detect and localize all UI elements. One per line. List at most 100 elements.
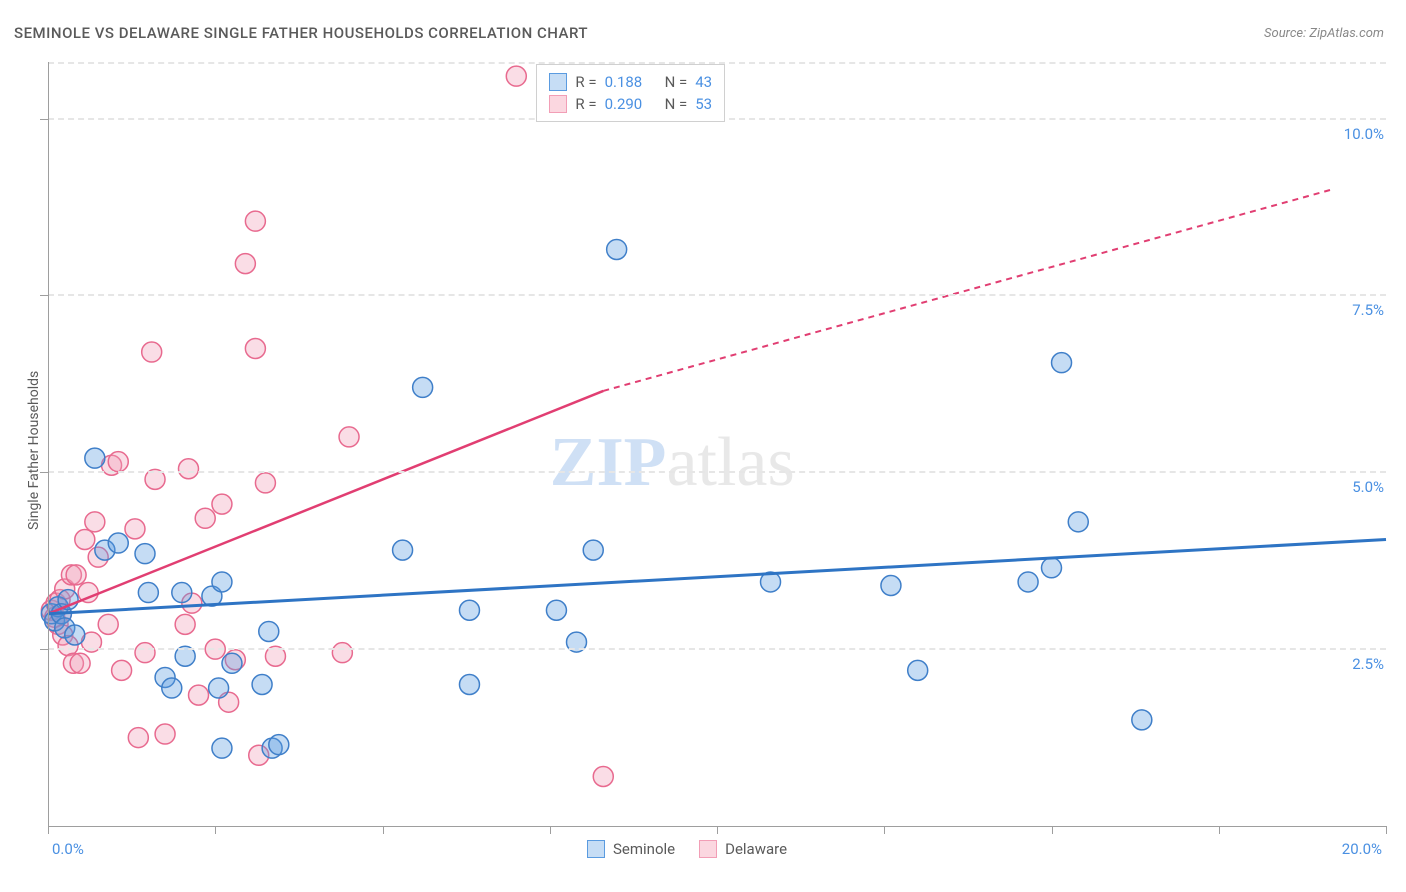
scatter-point <box>908 660 928 680</box>
scatter-point <box>393 540 413 560</box>
scatter-point <box>459 675 479 695</box>
scatter-point <box>125 519 145 539</box>
scatter-point <box>245 211 265 231</box>
scatter-point <box>138 583 158 603</box>
scatter-point <box>75 530 95 550</box>
scatter-point <box>1068 512 1088 532</box>
y-tick-label: 2.5% <box>1352 655 1384 673</box>
legend-n-value: 43 <box>695 73 712 91</box>
scatter-point <box>85 512 105 532</box>
chart-container: SEMINOLE VS DELAWARE SINGLE FATHER HOUSE… <box>0 0 1406 892</box>
x-tick <box>884 826 885 834</box>
scatter-point <box>252 675 272 695</box>
x-tick <box>215 826 216 834</box>
scatter-point <box>881 575 901 595</box>
y-tick <box>40 119 48 120</box>
chart-title: SEMINOLE VS DELAWARE SINGLE FATHER HOUSE… <box>14 24 588 42</box>
scatter-point <box>459 600 479 620</box>
gridline <box>48 294 1386 296</box>
scatter-point <box>155 724 175 744</box>
y-tick-label: 10.0% <box>1344 125 1384 143</box>
legend-swatch <box>699 840 717 858</box>
x-tick <box>550 826 551 834</box>
scatter-point <box>178 459 198 479</box>
scatter-point <box>98 614 118 634</box>
x-tick <box>1052 826 1053 834</box>
legend-swatch <box>549 73 567 91</box>
x-tick-label: 0.0% <box>52 840 84 858</box>
scatter-point <box>172 583 192 603</box>
y-tick <box>40 649 48 650</box>
correlation-legend: R = 0.188 N = 43 R = 0.290 N = 53 <box>536 64 725 122</box>
scatter-point <box>112 660 132 680</box>
plot-area: ZIPatlas 2.5%5.0%7.5%10.0%0.0%20.0% <box>48 62 1386 826</box>
series-legend-item: Seminole <box>587 840 675 858</box>
scatter-point <box>108 452 128 472</box>
legend-r-value: 0.188 <box>605 73 657 91</box>
scatter-point <box>1132 710 1152 730</box>
scatter-point <box>209 678 229 698</box>
scatter-point <box>413 377 433 397</box>
scatter-point <box>339 427 359 447</box>
scatter-point <box>135 643 155 663</box>
scatter-point <box>235 254 255 274</box>
y-tick <box>40 472 48 473</box>
scatter-point <box>142 342 162 362</box>
y-tick <box>40 295 48 296</box>
series-label: Delaware <box>725 840 787 858</box>
scatter-point <box>583 540 603 560</box>
x-tick <box>1219 826 1220 834</box>
scatter-point <box>108 533 128 553</box>
scatter-point <box>85 448 105 468</box>
series-legend-item: Delaware <box>699 840 787 858</box>
x-tick <box>48 826 49 834</box>
legend-n-label: N = <box>665 73 688 91</box>
legend-r-label: R = <box>575 95 596 113</box>
scatter-point <box>70 653 90 673</box>
scatter-point <box>162 678 182 698</box>
gridline <box>48 471 1386 473</box>
scatter-point <box>1042 558 1062 578</box>
scatter-point <box>245 339 265 359</box>
scatter-point <box>546 600 566 620</box>
scatter-point <box>212 572 232 592</box>
x-tick <box>1386 826 1387 834</box>
scatter-point <box>1018 572 1038 592</box>
trend-line <box>48 540 1386 614</box>
scatter-point <box>212 494 232 514</box>
series-label: Seminole <box>613 840 675 858</box>
scatter-point <box>506 66 526 86</box>
scatter-point <box>332 643 352 663</box>
scatter-point <box>128 728 148 748</box>
legend-n-value: 53 <box>695 95 712 113</box>
legend-r-value: 0.290 <box>605 95 657 113</box>
legend-row: R = 0.188 N = 43 <box>549 71 712 93</box>
scatter-point <box>255 473 275 493</box>
scatter-point <box>607 239 627 259</box>
source-attribution: Source: ZipAtlas.com <box>1264 26 1384 41</box>
y-axis-label: Single Father Households <box>26 371 42 530</box>
scatter-point <box>175 614 195 634</box>
y-axis <box>48 62 49 826</box>
legend-row: R = 0.290 N = 53 <box>549 93 712 115</box>
scatter-point <box>259 621 279 641</box>
scatter-point <box>189 685 209 705</box>
scatter-point <box>222 653 242 673</box>
x-tick-label: 20.0% <box>1342 840 1382 858</box>
y-tick-label: 7.5% <box>1352 301 1384 319</box>
legend-n-label: N = <box>665 95 688 113</box>
scatter-point <box>1052 353 1072 373</box>
scatter-point <box>66 565 86 585</box>
trend-line <box>603 189 1332 391</box>
legend-swatch <box>587 840 605 858</box>
x-tick <box>383 826 384 834</box>
scatter-point <box>269 735 289 755</box>
gridline <box>48 648 1386 650</box>
scatter-point <box>195 508 215 528</box>
trend-line <box>48 391 603 614</box>
legend-swatch <box>549 95 567 113</box>
scatter-point <box>212 738 232 758</box>
series-legend: Seminole Delaware <box>587 840 787 858</box>
legend-r-label: R = <box>575 73 596 91</box>
x-tick <box>717 826 718 834</box>
